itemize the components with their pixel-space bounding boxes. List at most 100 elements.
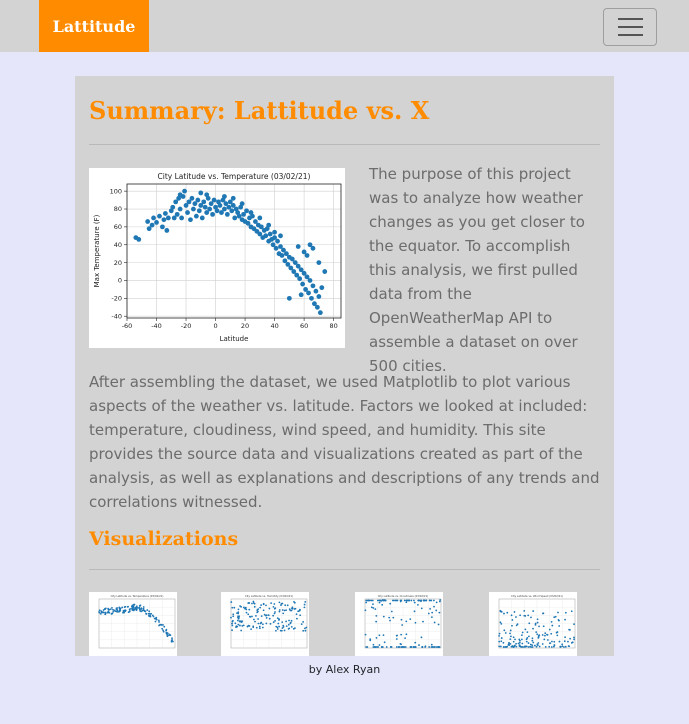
thumbnail-point — [260, 621, 263, 624]
thumbnail-point — [548, 642, 551, 645]
latitude-vs-wind-speed-thumbnail[interactable]: City Latitude vs. Wind Speed (03/02/21) — [489, 592, 577, 656]
thumbnail-point — [544, 645, 547, 648]
thumbnail-point — [288, 627, 291, 630]
data-point — [317, 310, 323, 316]
thumbnail-point — [230, 601, 233, 603]
data-point — [295, 244, 301, 249]
thumbnail-point — [521, 646, 524, 648]
thumbnail-point — [241, 625, 244, 627]
thumbnail-title: City Latitude vs. Cloudiness (03/02/21) — [378, 594, 429, 598]
data-point — [227, 199, 233, 205]
data-point — [208, 201, 214, 207]
thumbnail-point — [304, 629, 307, 632]
thumbnail-point — [232, 613, 235, 616]
data-point — [224, 211, 230, 217]
thumbnail-point — [142, 607, 145, 610]
thumbnail-point — [236, 619, 239, 622]
thumbnail-point — [247, 613, 250, 616]
thumbnail-point — [364, 633, 367, 636]
data-point — [188, 217, 193, 223]
thumbnail-point — [281, 602, 284, 605]
thumbnail-point — [374, 608, 377, 610]
thumbnail-point — [525, 645, 528, 648]
thumbnail-point — [257, 610, 259, 613]
thumbnail-point — [142, 606, 145, 608]
thumbnail-point — [239, 624, 241, 627]
visualizations-divider — [89, 569, 600, 570]
x-tick-label: 20 — [241, 322, 249, 330]
thumbnail-point — [536, 621, 539, 624]
thumbnail-point — [542, 612, 544, 615]
data-point — [263, 233, 269, 239]
thumbnail-point — [535, 631, 538, 634]
thumbnail-point — [437, 623, 440, 626]
thumbnail-point — [502, 646, 505, 648]
thumbnail-point — [425, 599, 428, 602]
thumbnail-point — [378, 644, 381, 646]
thumbnail-point — [397, 646, 400, 648]
thumbnail-point — [413, 610, 416, 613]
thumbnail-point — [282, 626, 285, 628]
thumbnail-point — [509, 638, 512, 641]
thumbnail-point — [126, 605, 129, 608]
thumbnail-point — [509, 629, 512, 632]
thumbnail-point — [265, 604, 267, 607]
thumbnail-point — [139, 604, 142, 607]
data-point — [179, 215, 185, 221]
thumbnail-point — [290, 626, 293, 628]
thumbnail-point — [281, 621, 284, 624]
thumbnail-point — [251, 615, 253, 618]
thumbnail-point — [433, 621, 436, 624]
thumbnail-point — [283, 609, 286, 612]
thumbnail-point — [260, 604, 263, 607]
thumbnail-point — [400, 646, 403, 648]
data-point — [272, 235, 277, 240]
data-point — [136, 236, 142, 242]
thumbnail-background — [221, 592, 309, 656]
data-point — [204, 210, 210, 215]
data-point — [198, 190, 204, 196]
x-axis-label: Latitude — [220, 335, 249, 343]
thumbnail-point — [555, 631, 558, 634]
title-divider — [89, 144, 600, 145]
data-point — [310, 245, 316, 251]
data-point — [211, 197, 217, 203]
thumbnail-point — [432, 599, 435, 602]
thumbnail-point — [285, 620, 287, 623]
summary-title: Summary: Lattitude vs. X — [89, 96, 430, 125]
brand-link[interactable]: Lattitude — [39, 0, 149, 52]
thumbnail-point — [506, 611, 509, 614]
thumbnail-point — [541, 634, 544, 636]
latitude-vs-humidity-thumbnail[interactable]: City Latitude vs. Humidity (03/02/21) — [221, 592, 309, 656]
latitude-temperature-chart[interactable]: -60 -40 -20 0 20 40 60 80-40-20020406080100City… — [89, 168, 345, 348]
data-point — [160, 224, 165, 230]
thumbnail-point — [288, 619, 290, 622]
thumbnail-point — [528, 622, 531, 625]
thumbnail-point — [524, 628, 527, 631]
thumbnail-point — [429, 607, 431, 610]
data-point — [198, 203, 204, 208]
latitude-vs-temperature-thumbnail[interactable]: City Latitude vs. Temperature (03/02/21) — [89, 592, 177, 656]
thumbnail-point — [398, 646, 401, 648]
thumbnail-point — [507, 643, 510, 646]
thumbnail-point — [564, 611, 567, 614]
x-tick-label: -60 — [122, 322, 133, 330]
data-point — [193, 213, 199, 219]
thumbnail-point — [413, 601, 416, 604]
thumbnail-point — [538, 634, 541, 637]
thumbnail-point — [546, 639, 549, 641]
thumbnail-point — [285, 625, 288, 628]
data-point — [312, 301, 317, 307]
data-point — [319, 285, 325, 291]
data-point — [294, 272, 300, 278]
thumbnail-point — [499, 645, 502, 648]
thumbnail-point — [300, 623, 303, 626]
thumbnail-point — [273, 607, 276, 610]
navbar-toggle-button[interactable] — [603, 8, 657, 46]
latitude-vs-cloudiness-thumbnail[interactable]: City Latitude vs. Cloudiness (03/02/21) — [355, 592, 443, 656]
thumbnail-point — [430, 616, 433, 619]
thumbnail-point — [536, 643, 539, 646]
data-point — [214, 208, 220, 214]
thumbnail-point — [378, 601, 381, 604]
thumbnail-point — [305, 626, 308, 629]
